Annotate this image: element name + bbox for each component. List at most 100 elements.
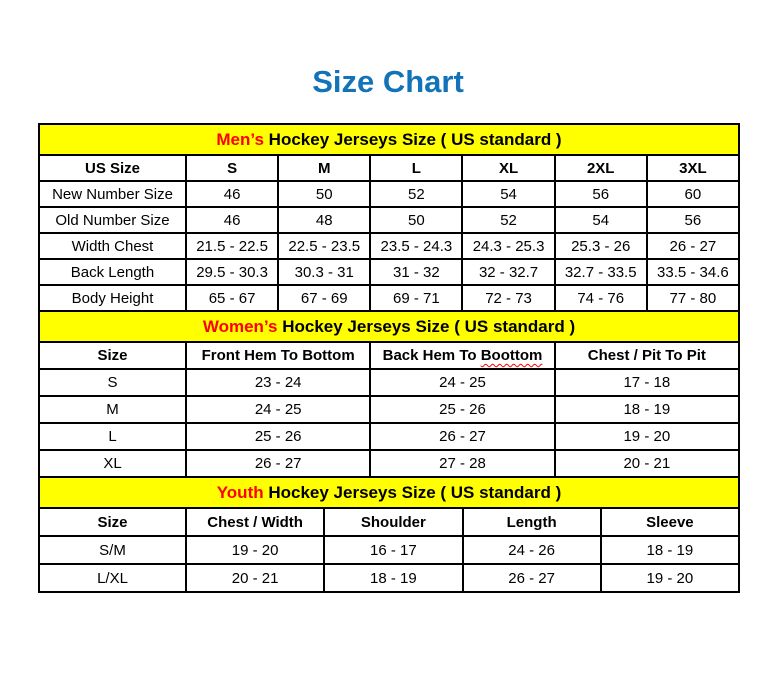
size-value: 20 - 21 <box>184 563 326 593</box>
youth-section-header: Youth Hockey Jerseys Size ( US standard … <box>38 476 740 509</box>
mens-size-table: Men’s Hockey Jerseys Size ( US standard … <box>38 123 741 312</box>
size-value: 26 - 27 <box>645 232 741 260</box>
womens-section-header: Women’s Hockey Jerseys Size ( US standar… <box>38 310 740 343</box>
table-row: S 23 - 24 24 - 25 17 - 18 <box>38 368 741 397</box>
youth-section-header-row: Youth Hockey Jerseys Size ( US standard … <box>38 476 740 509</box>
size-value: 52 <box>461 206 556 234</box>
row-label: Old Number Size <box>38 206 187 234</box>
column-header: Chest / Pit To Pit <box>553 341 741 370</box>
column-header: Sleeve <box>599 507 741 537</box>
row-label: M <box>38 395 187 424</box>
table-row: XL 26 - 27 27 - 28 20 - 21 <box>38 449 741 478</box>
size-value: 18 - 19 <box>599 535 741 565</box>
size-value: 60 <box>645 180 741 208</box>
size-value: 24 - 25 <box>184 395 372 424</box>
size-value: 32 - 32.7 <box>461 258 556 286</box>
row-label: S/M <box>38 535 187 565</box>
size-value: 22.5 - 23.5 <box>277 232 372 260</box>
size-value: 24 - 25 <box>369 368 556 397</box>
size-value: 21.5 - 22.5 <box>184 232 280 260</box>
size-value: 48 <box>277 206 372 234</box>
size-value: 24.3 - 25.3 <box>461 232 556 260</box>
column-header: XL <box>461 154 556 182</box>
size-value: 25 - 26 <box>184 422 372 451</box>
table-row: Old Number Size 46 48 50 52 54 56 <box>38 206 741 234</box>
size-value: 77 - 80 <box>645 284 741 312</box>
size-value: 18 - 19 <box>553 395 741 424</box>
size-value: 52 <box>369 180 464 208</box>
size-value: 26 - 27 <box>369 422 556 451</box>
column-header: 3XL <box>645 154 741 182</box>
table-row: L/XL 20 - 21 18 - 19 26 - 27 19 - 20 <box>38 563 741 593</box>
table-row: S/M 19 - 20 16 - 17 24 - 26 18 - 19 <box>38 535 741 565</box>
size-value: 17 - 18 <box>553 368 741 397</box>
size-value: 23.5 - 24.3 <box>369 232 464 260</box>
column-header: Chest / Width <box>184 507 326 537</box>
row-label: L/XL <box>38 563 187 593</box>
size-value: 19 - 20 <box>599 563 741 593</box>
mens-section-header-row: Men’s Hockey Jerseys Size ( US standard … <box>38 123 740 156</box>
size-value: 26 - 27 <box>461 563 602 593</box>
size-value: 54 <box>553 206 648 234</box>
table-row: Back Length 29.5 - 30.3 30.3 - 31 31 - 3… <box>38 258 741 286</box>
size-value: 50 <box>369 206 464 234</box>
size-value: 74 - 76 <box>553 284 648 312</box>
column-header: Length <box>461 507 602 537</box>
column-header: Back Hem To Boottom <box>369 341 556 370</box>
column-header: Size <box>38 507 187 537</box>
misspelled-word: Boottom <box>480 347 543 364</box>
row-label: Width Chest <box>38 232 187 260</box>
size-value: 19 - 20 <box>184 535 326 565</box>
size-value: 25 - 26 <box>369 395 556 424</box>
size-value: 32.7 - 33.5 <box>553 258 648 286</box>
size-value: 20 - 21 <box>553 449 741 478</box>
size-value: 24 - 26 <box>461 535 602 565</box>
size-value: 27 - 28 <box>369 449 556 478</box>
size-value: 18 - 19 <box>323 563 464 593</box>
womens-size-table: Women’s Hockey Jerseys Size ( US standar… <box>38 310 741 478</box>
youth-column-header-row: Size Chest / Width Shoulder Length Sleev… <box>38 507 741 537</box>
size-value: 54 <box>461 180 556 208</box>
mens-section-highlight: Men’s <box>216 129 264 149</box>
size-value: 67 - 69 <box>277 284 372 312</box>
row-label: Back Length <box>38 258 187 286</box>
column-header: 2XL <box>553 154 648 182</box>
column-header-text: Back Hem To <box>382 347 477 364</box>
size-chart-tables: Men’s Hockey Jerseys Size ( US standard … <box>38 123 741 593</box>
column-header: M <box>277 154 372 182</box>
row-label: New Number Size <box>38 180 187 208</box>
youth-section-highlight: Youth <box>216 482 264 502</box>
table-row: New Number Size 46 50 52 54 56 60 <box>38 180 741 208</box>
column-header: L <box>369 154 464 182</box>
table-row: M 24 - 25 25 - 26 18 - 19 <box>38 395 741 424</box>
size-value: 72 - 73 <box>461 284 556 312</box>
row-label: S <box>38 368 187 397</box>
size-value: 33.5 - 34.6 <box>645 258 741 286</box>
table-row: Width Chest 21.5 - 22.5 22.5 - 23.5 23.5… <box>38 232 741 260</box>
row-label: Body Height <box>38 284 187 312</box>
womens-section-title: Hockey Jerseys Size ( US standard ) <box>282 316 576 336</box>
mens-section-title: Hockey Jerseys Size ( US standard ) <box>268 129 562 149</box>
size-value: 46 <box>184 180 280 208</box>
column-header: Front Hem To Bottom <box>184 341 372 370</box>
column-header: Size <box>38 341 187 370</box>
size-value: 69 - 71 <box>369 284 464 312</box>
size-value: 25.3 - 26 <box>553 232 648 260</box>
size-value: 29.5 - 30.3 <box>184 258 280 286</box>
table-row: L 25 - 26 26 - 27 19 - 20 <box>38 422 741 451</box>
womens-column-header-row: Size Front Hem To Bottom Back Hem To Boo… <box>38 341 741 370</box>
womens-section-highlight: Women’s <box>202 316 278 336</box>
size-value: 65 - 67 <box>184 284 280 312</box>
row-label: L <box>38 422 187 451</box>
column-header: US Size <box>38 154 187 182</box>
size-value: 23 - 24 <box>184 368 372 397</box>
mens-section-header: Men’s Hockey Jerseys Size ( US standard … <box>38 123 740 156</box>
size-value: 26 - 27 <box>184 449 372 478</box>
size-value: 56 <box>553 180 648 208</box>
size-value: 19 - 20 <box>553 422 741 451</box>
size-value: 46 <box>184 206 280 234</box>
row-label: XL <box>38 449 187 478</box>
youth-size-table: Youth Hockey Jerseys Size ( US standard … <box>38 476 741 593</box>
column-header: Shoulder <box>323 507 464 537</box>
size-value: 50 <box>277 180 372 208</box>
